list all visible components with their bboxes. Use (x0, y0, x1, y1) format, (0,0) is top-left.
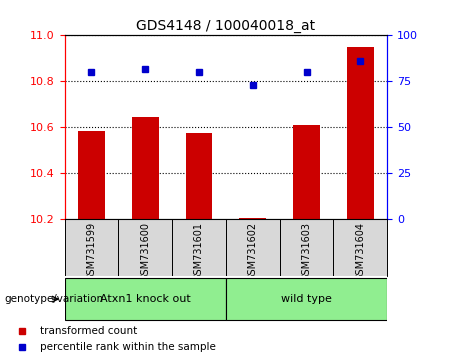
Text: genotype/variation: genotype/variation (5, 294, 104, 304)
Bar (78, 131, 105, 219)
Bar (65, 219, 118, 276)
Text: GSM731599: GSM731599 (86, 222, 96, 281)
Text: percentile rank within the sample: percentile rank within the sample (40, 342, 216, 352)
Text: GSM731603: GSM731603 (301, 222, 312, 281)
Text: GSM731601: GSM731601 (194, 222, 204, 281)
Text: Atxn1 knock out: Atxn1 knock out (100, 294, 190, 304)
Bar (333, 219, 387, 276)
Text: GSM731604: GSM731604 (355, 222, 366, 281)
Bar (132, 117, 159, 219)
Bar (226, 278, 387, 320)
Bar (293, 125, 320, 219)
Bar (172, 219, 226, 276)
Bar (185, 132, 213, 219)
Bar (118, 219, 172, 276)
Bar (226, 219, 280, 276)
Text: transformed count: transformed count (40, 326, 137, 336)
Bar (280, 219, 333, 276)
Text: wild type: wild type (281, 294, 332, 304)
Bar (347, 47, 374, 219)
Bar (65, 278, 226, 320)
Bar (239, 218, 266, 219)
Title: GDS4148 / 100040018_at: GDS4148 / 100040018_at (136, 19, 315, 33)
Text: GSM731602: GSM731602 (248, 222, 258, 281)
Text: GSM731600: GSM731600 (140, 222, 150, 281)
